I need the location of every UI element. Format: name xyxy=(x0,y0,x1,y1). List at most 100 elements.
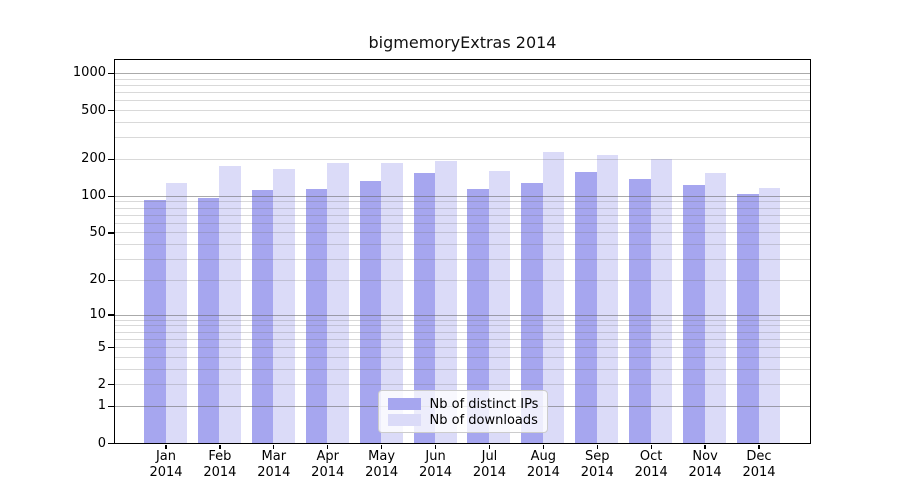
gridline-minor xyxy=(114,259,810,261)
bar-distinct-ips-jul xyxy=(467,188,489,443)
bar-distinct-ips-oct xyxy=(629,179,651,443)
bar-distinct-ips-nov xyxy=(683,184,705,443)
x-tick xyxy=(434,444,437,449)
x-tick xyxy=(273,444,275,449)
bar-downloads-apr xyxy=(327,162,349,443)
y-tick xyxy=(108,158,114,161)
x-tick-label: Sep 2014 xyxy=(580,449,614,480)
gridline-minor xyxy=(114,368,810,370)
x-tick xyxy=(542,444,544,449)
x-tick xyxy=(650,444,652,449)
gridline-major xyxy=(114,314,810,316)
gridline-major xyxy=(114,72,810,74)
x-tick-label: Dec 2014 xyxy=(742,449,776,480)
y-tick-label: 1 xyxy=(97,398,106,414)
x-tick xyxy=(327,444,329,449)
y-tick xyxy=(108,232,114,234)
x-tick xyxy=(165,444,167,449)
x-tick-label: Apr 2014 xyxy=(311,449,345,480)
gridline-minor xyxy=(114,121,810,123)
x-tick-label: Jan 2014 xyxy=(149,449,183,480)
x-tick-label: Jul 2014 xyxy=(472,449,506,480)
legend: Nb of distinct IPs Nb of downloads xyxy=(377,390,548,433)
bar-distinct-ips-aug xyxy=(521,183,543,443)
x-tick xyxy=(380,444,383,449)
x-tick xyxy=(488,444,491,449)
gridline-minor xyxy=(114,319,810,321)
gridline-minor xyxy=(114,331,810,333)
y-tick-label: 0 xyxy=(97,435,106,451)
y-tick-label: 20 xyxy=(89,272,106,288)
y-tick xyxy=(108,72,114,75)
y-tick xyxy=(108,346,114,349)
gridline-minor xyxy=(114,356,810,358)
grid-layer xyxy=(114,60,810,443)
bar-downloads-aug xyxy=(542,152,565,443)
y-tick xyxy=(108,279,114,282)
gridline-minor xyxy=(114,222,810,224)
x-tick-label: Feb 2014 xyxy=(203,449,237,480)
gridline-minor xyxy=(114,92,810,94)
x-tick-label: Nov 2014 xyxy=(688,449,722,480)
legend-item-distinct-ips: Nb of distinct IPs xyxy=(387,396,539,412)
bar-distinct-ips-sep xyxy=(575,171,597,443)
legend-swatch-distinct-ips xyxy=(387,398,421,410)
y-tick xyxy=(108,109,114,112)
gridline-minor xyxy=(114,78,810,80)
gridline-minor xyxy=(114,384,810,386)
x-tick-label: Jun 2014 xyxy=(418,449,453,480)
gridline-minor xyxy=(114,201,810,203)
y-tick xyxy=(108,405,114,408)
y-tick xyxy=(108,195,114,197)
gridline-minor xyxy=(114,244,810,246)
bar-downloads-sep xyxy=(596,154,619,443)
x-tick-label: Oct 2014 xyxy=(634,449,668,480)
bar-distinct-ips-apr xyxy=(305,189,328,443)
y-tick-label: 10 xyxy=(89,307,106,323)
legend-label-distinct-ips: Nb of distinct IPs xyxy=(429,396,539,412)
gridline-minor xyxy=(114,158,810,160)
bars-layer xyxy=(115,60,810,443)
y-tick xyxy=(108,442,114,445)
gridline-minor xyxy=(114,347,810,349)
legend-swatch-downloads xyxy=(387,414,421,426)
gridline-minor xyxy=(114,232,810,234)
y-tick-label: 50 xyxy=(89,224,106,240)
y-tick-label: 500 xyxy=(81,102,106,118)
bar-distinct-ips-may xyxy=(359,180,382,443)
x-tick-label: May 2014 xyxy=(365,449,399,480)
gridline-minor xyxy=(114,84,810,86)
x-tick-label: Aug 2014 xyxy=(526,449,560,480)
x-tick xyxy=(704,444,706,449)
bar-downloads-feb xyxy=(219,165,241,443)
bar-distinct-ips-dec xyxy=(737,194,759,443)
bar-downloads-jun xyxy=(435,160,457,443)
x-tick xyxy=(596,444,598,449)
y-tick-label: 1000 xyxy=(72,65,106,81)
gridline-minor xyxy=(114,110,810,112)
gridline-minor xyxy=(114,325,810,327)
gridline-major xyxy=(114,195,810,197)
gridline-minor xyxy=(114,137,810,139)
bar-distinct-ips-jun xyxy=(413,172,436,443)
y-tick xyxy=(108,314,114,316)
bar-downloads-jan xyxy=(165,182,187,443)
gridline-minor xyxy=(114,100,810,102)
bar-downloads-jul xyxy=(488,170,511,443)
y-tick xyxy=(108,384,114,386)
bar-downloads-oct xyxy=(650,159,673,443)
bar-distinct-ips-mar xyxy=(251,189,274,443)
y-tick-label: 5 xyxy=(97,339,106,355)
chart-title: bigmemoryExtras 2014 xyxy=(368,33,557,52)
legend-label-downloads: Nb of downloads xyxy=(429,412,538,428)
gridline-minor xyxy=(114,279,810,281)
x-tick xyxy=(758,444,760,449)
gridline-minor xyxy=(114,214,810,216)
bar-downloads-mar xyxy=(273,168,295,443)
gridline-minor xyxy=(114,338,810,340)
y-tick-label: 200 xyxy=(81,151,106,167)
x-tick xyxy=(219,444,221,449)
bar-distinct-ips-jan xyxy=(144,199,166,443)
x-tick-label: Mar 2014 xyxy=(257,449,291,480)
